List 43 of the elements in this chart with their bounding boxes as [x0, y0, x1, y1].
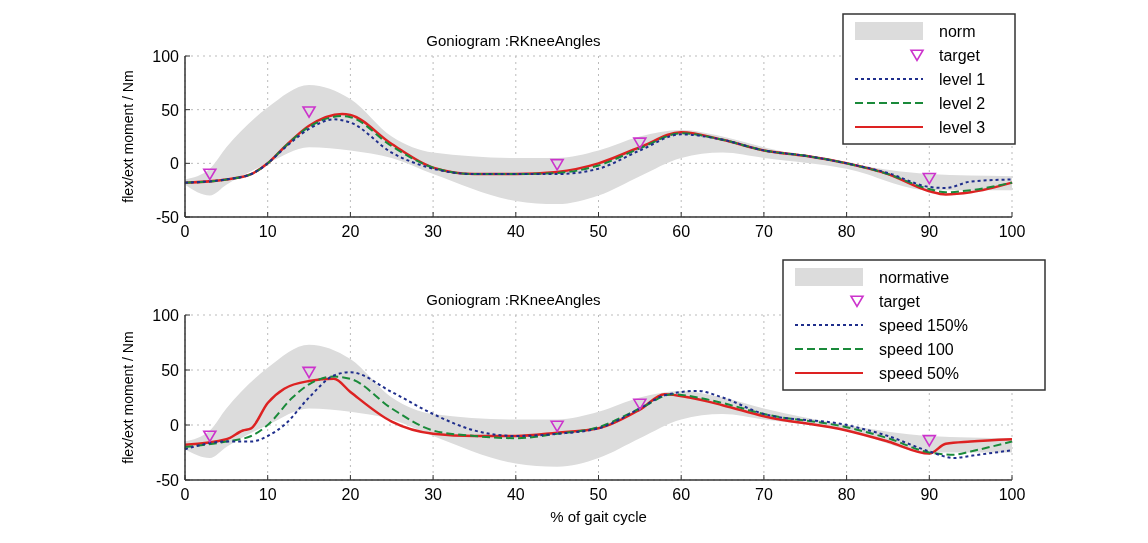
x-tick-label: 60 [672, 486, 691, 503]
y-axis-title: flex/ext moment / Nm [120, 70, 136, 203]
legend-label: level 2 [939, 95, 986, 112]
x-tick-label: 70 [755, 486, 773, 503]
x-tick-label: 30 [424, 223, 443, 240]
x-tick-label: 10 [258, 223, 277, 240]
legend-label: level 3 [939, 119, 986, 136]
x-tick-label: 50 [589, 223, 608, 240]
legend-label: target [879, 293, 921, 310]
y-tick-label: 50 [161, 362, 180, 379]
legend-label: speed 150% [879, 317, 968, 334]
y-tick-label: -50 [155, 472, 180, 489]
x-tick-label: 30 [424, 486, 443, 503]
y-tick-label: -50 [155, 209, 180, 226]
y-tick-label: 100 [152, 307, 180, 324]
y-axis-title: flex/ext moment / Nm [120, 331, 136, 464]
x-tick-label: 80 [837, 223, 856, 240]
x-tick-label: 80 [837, 486, 856, 503]
x-tick-label: 20 [341, 223, 360, 240]
x-tick-label: 90 [920, 486, 939, 503]
chart-title: Goniogram :RKneeAngles [426, 32, 601, 49]
legend-label: speed 100 [879, 341, 954, 358]
chart-title: Goniogram :RKneeAngles [426, 291, 601, 308]
x-tick-label: 20 [341, 486, 360, 503]
y-tick-label: 0 [170, 417, 180, 434]
x-tick-label: 40 [506, 486, 525, 503]
y-tick-label: 0 [170, 155, 180, 173]
legend-label: speed 50% [879, 365, 960, 382]
y-tick-label: 100 [152, 48, 180, 65]
x-tick-label: 60 [672, 223, 691, 240]
y-tick-label: 50 [161, 101, 180, 119]
x-tick-label: 70 [755, 223, 773, 240]
x-tick-label: 50 [589, 486, 608, 503]
legend-label: level 1 [939, 71, 986, 88]
legend-label: target [939, 47, 981, 64]
x-tick-label: 40 [506, 223, 525, 240]
legend-label: normative [879, 269, 950, 286]
x-tick-label: 100 [998, 486, 1026, 503]
x-axis-title: % of gait cycle [550, 508, 647, 525]
legend-label: norm [939, 23, 976, 40]
x-tick-label: 10 [258, 486, 277, 503]
x-tick-label: 100 [998, 223, 1026, 240]
x-tick-label: 90 [920, 223, 939, 240]
